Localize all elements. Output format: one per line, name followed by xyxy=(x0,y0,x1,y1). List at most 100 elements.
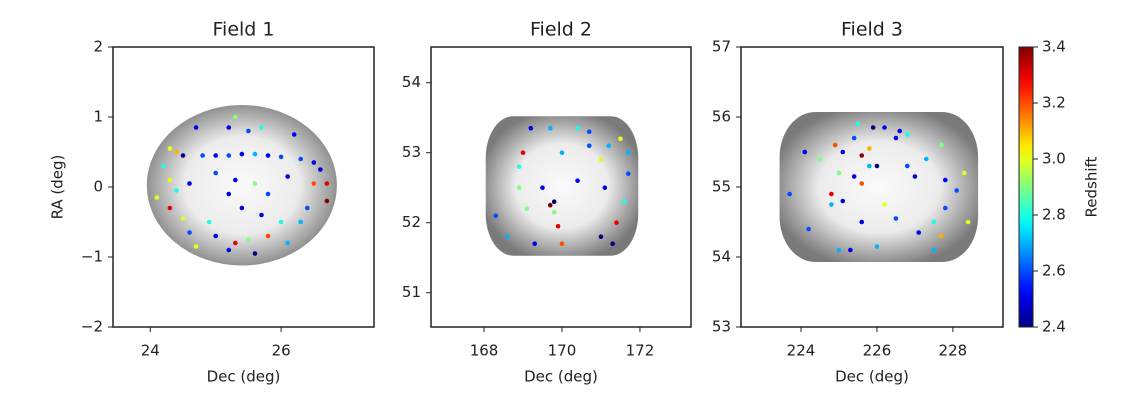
galaxy-point xyxy=(870,125,876,130)
galaxy-point xyxy=(836,170,842,176)
x-tick-label: 26 xyxy=(272,342,291,360)
galaxy-point xyxy=(802,149,808,155)
galaxy-point xyxy=(226,191,232,197)
galaxy-point xyxy=(298,156,304,162)
galaxy-point xyxy=(575,178,580,183)
galaxy-point xyxy=(318,167,323,172)
galaxy-point xyxy=(954,188,959,193)
galaxy-point xyxy=(931,247,937,253)
galaxy-point xyxy=(575,125,580,131)
x-tick-label: 224 xyxy=(787,342,816,360)
galaxy-point xyxy=(840,198,846,204)
galaxy-point xyxy=(180,216,186,221)
x-tick-label: 24 xyxy=(141,342,160,360)
galaxy-point xyxy=(836,247,842,253)
galaxy-point xyxy=(961,170,967,176)
galaxy-point xyxy=(832,142,838,148)
galaxy-point xyxy=(848,247,853,253)
x-tick-label: 170 xyxy=(548,342,577,360)
galaxy-point xyxy=(942,177,948,183)
galaxy-point xyxy=(226,247,232,253)
y-tick-label: 54 xyxy=(402,73,421,91)
y-tick-label: 51 xyxy=(402,283,421,301)
y-tick-label: −1 xyxy=(81,248,103,266)
galaxy-point xyxy=(965,219,971,225)
colorbar-label: Redshift xyxy=(1083,156,1101,217)
colorbar-tick-label: 2.8 xyxy=(1042,206,1066,224)
galaxy-point xyxy=(882,202,887,207)
x-tick-label: 226 xyxy=(863,342,892,360)
galaxy-point xyxy=(555,223,561,229)
galaxy-point xyxy=(606,143,612,148)
galaxy-point xyxy=(233,114,238,120)
galaxy-point xyxy=(625,150,631,155)
galaxy-point xyxy=(939,142,944,148)
galaxy-point xyxy=(304,205,310,211)
y-tick-label: 53 xyxy=(712,318,731,336)
galaxy-point xyxy=(618,136,623,141)
galaxy-point xyxy=(540,185,545,190)
x-tick-label: 168 xyxy=(470,342,499,360)
galaxy-point xyxy=(278,219,284,225)
galaxy-point xyxy=(167,205,173,211)
galaxy-point xyxy=(867,163,872,169)
galaxy-point xyxy=(285,240,290,246)
galaxy-point xyxy=(547,202,553,208)
galaxy-point xyxy=(174,188,179,193)
galaxy-point xyxy=(174,149,179,155)
galaxy-point xyxy=(259,212,264,218)
galaxy-point xyxy=(213,153,218,158)
galaxy-point xyxy=(524,206,530,211)
galaxy-point xyxy=(180,153,186,158)
galaxy-point xyxy=(493,213,499,218)
galaxy-point xyxy=(187,181,192,186)
galaxy-point xyxy=(829,191,834,197)
galaxy-point xyxy=(311,160,317,165)
galaxy-point xyxy=(246,128,251,134)
galaxy-point xyxy=(817,156,823,162)
galaxy-point xyxy=(285,174,290,179)
galaxy-point xyxy=(161,163,166,169)
galaxy-point xyxy=(291,132,297,137)
galaxy-point xyxy=(859,153,865,158)
galaxy-point xyxy=(233,177,238,183)
galaxy-point xyxy=(278,154,284,160)
galaxy-point xyxy=(602,185,608,190)
galaxy-point xyxy=(893,135,899,141)
galaxy-point xyxy=(252,181,258,186)
galaxy-point xyxy=(859,219,865,225)
y-tick-label: 2 xyxy=(93,38,103,56)
galaxy-point xyxy=(154,195,160,200)
galaxy-point xyxy=(324,181,330,186)
galaxy-point xyxy=(855,121,861,127)
galaxy-point xyxy=(547,125,553,131)
galaxy-point xyxy=(916,230,922,235)
galaxy-point xyxy=(505,234,510,239)
colorbar-tick-label: 3.4 xyxy=(1042,38,1066,56)
galaxy-point xyxy=(851,135,857,141)
galaxy-point xyxy=(598,234,604,239)
galaxy-point xyxy=(551,199,557,204)
galaxy-point xyxy=(252,151,258,157)
x-axis-label: Dec (deg) xyxy=(207,368,281,386)
galaxy-point xyxy=(516,164,522,169)
galaxy-point xyxy=(622,199,627,204)
galaxy-point xyxy=(167,146,173,151)
galaxy-point xyxy=(265,233,271,239)
galaxy-point xyxy=(239,151,245,157)
galaxy-point xyxy=(298,219,304,225)
galaxy-point xyxy=(787,191,792,197)
galaxy-point xyxy=(324,198,330,204)
galaxy-point xyxy=(942,205,948,211)
galaxy-point xyxy=(923,156,929,162)
galaxy-point xyxy=(586,129,592,134)
galaxy-point xyxy=(233,240,238,246)
galaxy-point xyxy=(882,125,887,130)
galaxy-point xyxy=(806,226,811,232)
galaxy-point xyxy=(893,216,899,221)
galaxy-point xyxy=(193,244,199,249)
galaxy-point xyxy=(226,153,232,158)
x-tick-label: 228 xyxy=(939,342,968,360)
colorbar-tick-label: 2.4 xyxy=(1042,318,1066,336)
galaxy-point xyxy=(905,163,910,169)
